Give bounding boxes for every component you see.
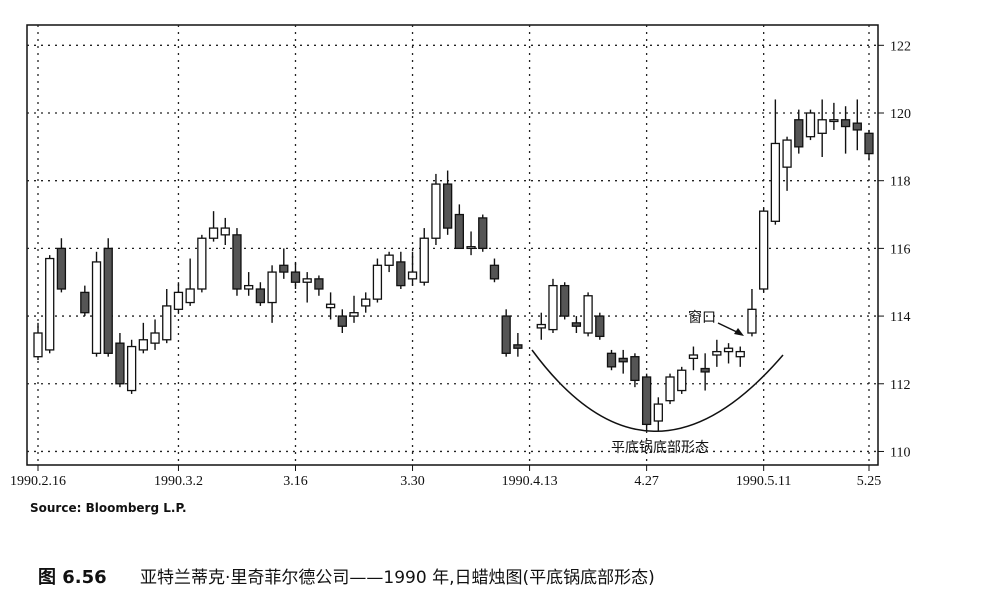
candle-body <box>361 298 371 307</box>
candle-body <box>138 339 148 351</box>
candle-body <box>407 271 418 280</box>
candle-body <box>232 234 242 290</box>
candle-body <box>103 247 113 354</box>
candle-body <box>162 305 172 341</box>
x-tick-label: 1990.2.16 <box>10 474 66 489</box>
window-label: 窗口 <box>688 309 716 326</box>
candle-body <box>840 119 851 128</box>
plot-frame <box>26 24 879 466</box>
candle-body <box>489 264 500 280</box>
y-tick-label: 112 <box>890 378 910 393</box>
candle-body <box>466 246 476 250</box>
candle-body <box>805 112 816 138</box>
candle-body <box>419 237 429 283</box>
candle-body <box>384 254 394 266</box>
figure-label: 图 6.56 <box>38 567 107 588</box>
x-tick-label: 4.27 <box>634 474 659 489</box>
candle-body <box>794 119 804 148</box>
candle-body <box>208 227 219 239</box>
candle-body <box>759 210 769 290</box>
candle-body <box>770 142 781 222</box>
candle-body <box>536 323 546 329</box>
candle-body <box>618 357 628 363</box>
candle-body <box>431 183 441 239</box>
candle-body <box>150 332 160 344</box>
y-tick-label: 120 <box>890 107 911 122</box>
candle-body <box>583 295 593 334</box>
candle-body <box>653 403 663 422</box>
x-tick-label: 3.16 <box>283 474 308 489</box>
candle-body <box>688 354 699 360</box>
candle-body <box>665 376 675 402</box>
candle-body <box>279 264 289 273</box>
y-tick-label: 118 <box>890 175 910 190</box>
candle-body <box>782 139 792 168</box>
source: Source: Bloomberg L.P. <box>30 501 187 515</box>
candle-body <box>641 376 652 426</box>
candle-body <box>735 350 745 358</box>
candle-body <box>501 315 511 354</box>
candle-body <box>220 227 230 236</box>
candle-body <box>864 132 874 155</box>
candle-body <box>45 257 55 351</box>
candle-body <box>396 261 406 287</box>
candle-body <box>677 369 687 392</box>
candle-body <box>723 347 734 353</box>
candle-body <box>372 264 383 300</box>
candle-body <box>267 271 277 304</box>
candle-body <box>91 261 102 354</box>
candle-body <box>606 352 617 368</box>
candle-body <box>478 217 488 250</box>
y-tick-label: 122 <box>890 39 911 54</box>
arrow-head <box>734 328 744 336</box>
candle-body <box>852 122 862 131</box>
x-tick-label: 1990.5.11 <box>736 474 791 489</box>
candle-body <box>173 291 184 310</box>
candle-body <box>560 284 570 317</box>
x-tick-label: 1990.3.2 <box>154 474 203 489</box>
candle-body <box>314 278 324 290</box>
candle-body <box>56 247 67 290</box>
candle-body <box>712 350 722 356</box>
x-tick-label: 5.25 <box>857 474 882 489</box>
y-tick-label: 110 <box>890 445 910 460</box>
candle-body <box>349 312 359 317</box>
candle-body <box>595 315 605 338</box>
candle-body <box>302 278 312 283</box>
candle-body <box>337 315 347 327</box>
candle-body <box>115 342 125 385</box>
candle-body <box>126 345 137 392</box>
candle-body <box>817 119 827 134</box>
candle-body <box>197 237 207 290</box>
x-tick-label: 1990.4.13 <box>502 474 558 489</box>
candle-body <box>33 332 43 358</box>
candle-body <box>571 322 582 327</box>
candle-body <box>442 183 453 229</box>
y-tick-label: 116 <box>890 242 910 257</box>
candle-body <box>244 284 254 290</box>
y-tick-label: 114 <box>890 310 910 325</box>
candle-body <box>747 308 757 334</box>
pan-curve <box>531 349 784 432</box>
candle-body <box>80 291 90 314</box>
candle-body <box>325 303 336 309</box>
caption: 亚特兰蒂克·里奇菲尔德公司——1990 年,日蜡烛图(平底锅底部形态) <box>140 568 655 588</box>
candle-body <box>630 356 640 382</box>
pattern-label: 平底锅底部形态 <box>611 440 709 456</box>
candle-body <box>700 367 710 373</box>
candle-body <box>290 271 301 283</box>
x-tick-label: 3.30 <box>400 474 425 489</box>
candle-body <box>185 288 195 304</box>
candle-body <box>548 284 558 331</box>
candle-body <box>829 119 839 123</box>
candle-body <box>255 288 266 304</box>
candle-body <box>454 213 465 250</box>
candle-body <box>513 344 523 349</box>
